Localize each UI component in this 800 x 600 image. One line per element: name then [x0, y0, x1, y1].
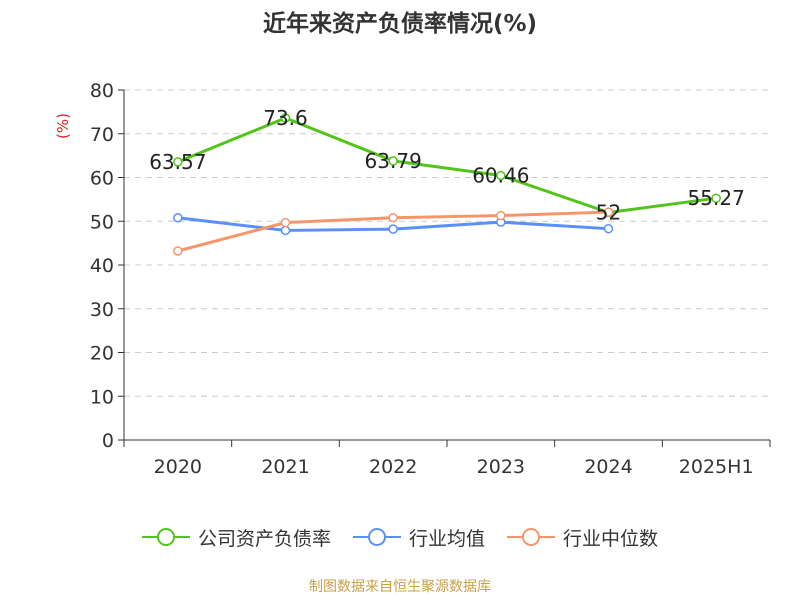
legend-swatch-marker	[522, 528, 540, 546]
data-labels: 63.57 73.6 63.79 60.46 52 55.27	[149, 106, 745, 225]
data-point	[388, 213, 398, 223]
y-tick-label: 70	[90, 124, 114, 146]
series-lines	[173, 113, 721, 256]
data-point	[496, 170, 506, 181]
data-point	[280, 217, 291, 228]
chart-title: 近年来资产负债率情况(%)	[262, 11, 538, 37]
legend-label: 公司资产负债率	[197, 527, 331, 550]
series-line	[177, 116, 717, 214]
y-axis-label: (%)	[54, 113, 72, 139]
data-point	[173, 157, 183, 167]
legend-label: 行业中位数	[563, 527, 659, 550]
data-label: 60.46	[472, 163, 529, 187]
x-tick-label: 2021	[261, 456, 309, 478]
x-tick-label: 2024	[584, 456, 632, 478]
legend-item[interactable]: 公司资产负债率	[141, 524, 331, 551]
legend-swatch	[141, 528, 190, 546]
y-tick-label: 20	[90, 343, 114, 365]
data-point	[496, 210, 506, 221]
data-point	[280, 225, 291, 236]
data-label: 63.79	[365, 149, 422, 173]
legend-swatch-marker	[367, 528, 386, 546]
legend-item[interactable]: 行业均值	[352, 524, 485, 551]
y-tick-label: 10	[90, 386, 114, 408]
data-point	[388, 156, 398, 166]
y-tick-label: 30	[90, 299, 114, 321]
x-tick-label: 2025H1	[679, 456, 754, 478]
legend: 公司资产负债率 行业均值 行业中位数	[0, 520, 800, 554]
data-point	[280, 113, 291, 123]
data-point	[603, 223, 614, 234]
source-note: 制图数据来自恒生聚源数据库	[309, 579, 491, 595]
x-tick-label: 2022	[369, 456, 417, 478]
y-tick-label: 0	[102, 430, 114, 452]
y-tick-label: 80	[90, 80, 114, 102]
legend-swatch	[507, 528, 555, 546]
y-tick-label: 50	[90, 211, 114, 233]
y-tick-label: 40	[90, 255, 114, 277]
data-point	[603, 207, 614, 217]
legend-swatch	[352, 528, 401, 546]
data-label: 52	[596, 201, 621, 225]
axes: 0 10 20 30 40 50 60 70 80 2020 2021 2022 2023 2024 202…	[54, 80, 771, 478]
data-point	[173, 213, 183, 223]
data-label: 55.27	[688, 186, 745, 210]
data-point	[173, 246, 183, 256]
x-tick-label: 2020	[154, 456, 202, 478]
grid-lines	[124, 89, 770, 397]
data-label: 63.57	[149, 150, 206, 174]
data-point	[711, 193, 721, 203]
legend-label: 行业均值	[408, 527, 485, 550]
x-tick-label: 2023	[477, 456, 525, 478]
y-tick-label: 60	[90, 168, 114, 190]
data-label: 73.6	[263, 106, 308, 130]
data-point	[388, 224, 398, 234]
legend-swatch-marker	[156, 528, 175, 546]
legend-item[interactable]: 行业中位数	[507, 524, 658, 551]
